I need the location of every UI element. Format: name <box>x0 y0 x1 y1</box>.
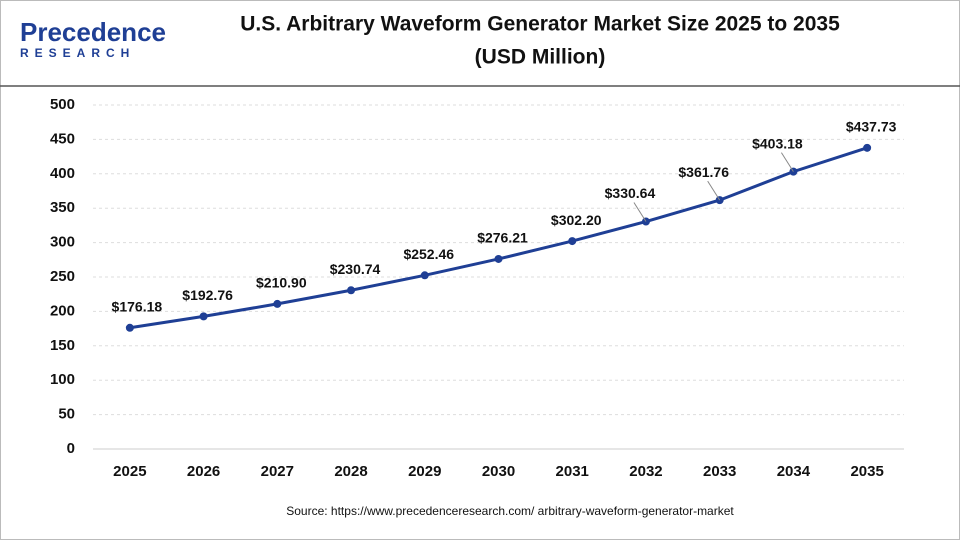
x-tick-label: 2035 <box>850 463 883 480</box>
value-label: $252.46 <box>403 246 454 262</box>
x-tick-label: 2028 <box>334 463 367 480</box>
x-tick-label: 2029 <box>408 463 441 480</box>
x-tick-label: 2033 <box>703 463 736 480</box>
point <box>273 299 282 308</box>
value-label: $437.73 <box>846 119 897 135</box>
value-label: $176.18 <box>112 298 163 314</box>
x-tick-label: 2032 <box>629 463 662 480</box>
x-tick-label: 2030 <box>482 463 515 480</box>
y-tick-label: 150 <box>50 337 75 354</box>
value-label: $361.76 <box>678 164 729 180</box>
leader-line <box>707 180 721 201</box>
value-label: $192.76 <box>182 287 233 303</box>
y-tick-label: 300 <box>50 234 75 251</box>
point <box>125 323 134 332</box>
y-tick-label: 50 <box>58 406 75 423</box>
x-tick-label: 2025 <box>113 463 146 480</box>
x-tick-label: 2031 <box>556 463 589 480</box>
y-tick-label: 450 <box>50 130 75 147</box>
chart-subtitle: (USD Million) <box>475 46 606 69</box>
y-tick-label: 200 <box>50 302 75 319</box>
y-tick-label: 0 <box>67 440 75 457</box>
leader-line <box>780 152 794 172</box>
value-label: $403.18 <box>752 135 803 151</box>
value-label: $302.20 <box>551 212 602 228</box>
y-tick-label: 100 <box>50 371 75 388</box>
source: Source: https://www.precedenceresearch.c… <box>286 504 734 518</box>
point <box>347 286 356 295</box>
y-tick-label: 400 <box>50 165 75 182</box>
x-tick-label: 2026 <box>187 463 220 480</box>
value-label: $276.21 <box>477 230 528 246</box>
chart-title: U.S. Arbitrary Waveform Generator Market… <box>240 13 840 36</box>
point <box>494 254 503 263</box>
logo-name: Precedence <box>20 17 166 47</box>
y-tick-label: 250 <box>50 268 75 285</box>
y-tick-label: 500 <box>50 96 75 113</box>
logo-tagline: RESEARCH <box>20 46 135 60</box>
x-tick-label: 2034 <box>777 463 811 480</box>
point <box>568 237 577 246</box>
x-tick-label: 2027 <box>261 463 294 480</box>
y-tick-label: 350 <box>50 199 75 216</box>
value-label: $230.74 <box>330 261 381 277</box>
point <box>863 143 872 152</box>
point <box>199 312 208 321</box>
value-label: $330.64 <box>605 185 656 201</box>
leader-line <box>633 202 647 222</box>
value-label: $210.90 <box>256 275 307 291</box>
point <box>420 271 429 280</box>
